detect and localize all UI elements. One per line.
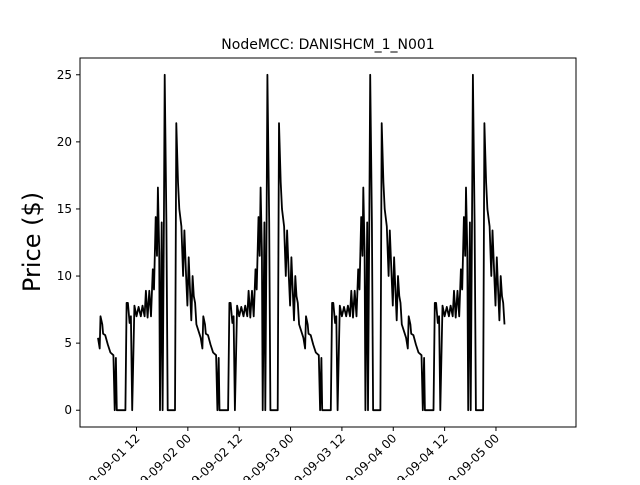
y-tick-label: 5 — [64, 336, 72, 350]
y-tick-label: 15 — [57, 202, 72, 216]
plot-area — [97, 73, 506, 412]
price-series-line — [97, 73, 506, 412]
axes-frame — [79, 57, 577, 428]
y-axis: 0 5 10 15 20 25 — [57, 68, 80, 417]
y-tick-label: 25 — [57, 68, 72, 82]
y-axis-label: Price ($) — [18, 192, 46, 292]
y-tick-label: 20 — [57, 135, 72, 149]
y-tick-label: 10 — [57, 269, 72, 283]
chart-title: NodeMCC: DANISHCM_1_N001 — [221, 37, 434, 53]
y-tick-label: 0 — [64, 403, 72, 417]
